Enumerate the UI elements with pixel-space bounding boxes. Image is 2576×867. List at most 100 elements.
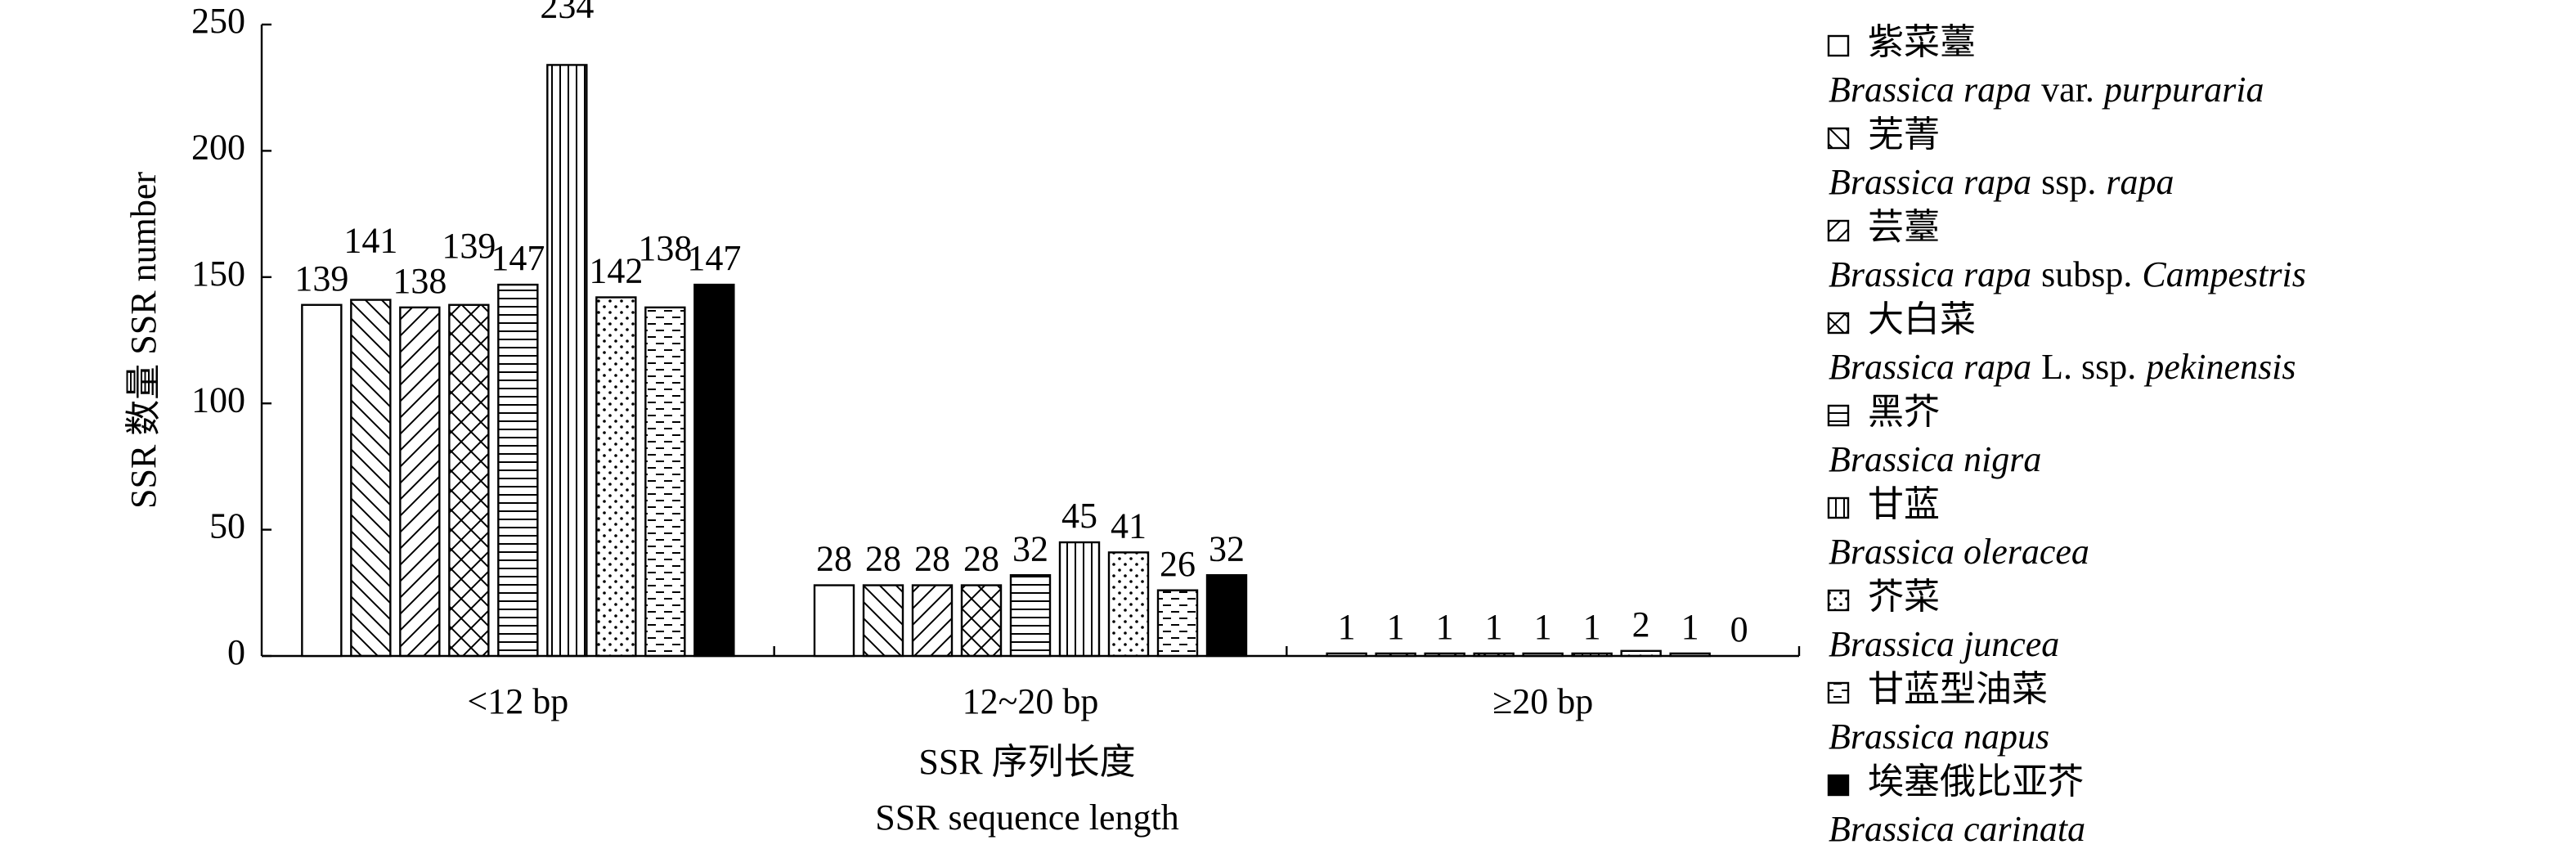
legend-latin-part: Brassica napus bbox=[1829, 717, 2049, 757]
bar bbox=[693, 283, 735, 658]
legend-swatch bbox=[1827, 496, 1850, 519]
legend-latin-part: rapa bbox=[2106, 162, 2174, 202]
data-label: 32 bbox=[1012, 528, 1048, 568]
legend-latin-part: Brassica carinata bbox=[1829, 809, 2085, 849]
bar bbox=[813, 584, 855, 658]
legend-label: 甘蓝 bbox=[1868, 484, 1940, 524]
legend-latin-part: pekinensis bbox=[2143, 347, 2296, 387]
bar bbox=[497, 283, 539, 658]
legend-label: 大白菜 bbox=[1868, 299, 1976, 339]
data-label: 234 bbox=[540, 0, 594, 26]
bar bbox=[1058, 541, 1101, 658]
data-label: 138 bbox=[638, 228, 692, 268]
legend-swatch bbox=[1827, 312, 1850, 335]
x-tick-label: ≥20 bp bbox=[1492, 681, 1593, 721]
bar bbox=[350, 299, 392, 658]
legend-latin: Brassica rapa L. ssp. pekinensis bbox=[1829, 347, 2296, 387]
legend-latin-part: purpuraria bbox=[2102, 70, 2264, 110]
bar bbox=[1620, 649, 1662, 658]
bar bbox=[1326, 652, 1367, 658]
legend-latin-part: ssp. bbox=[2041, 162, 2096, 202]
legend-swatch bbox=[1827, 404, 1850, 427]
bar bbox=[1571, 652, 1613, 658]
y-tick-label: 100 bbox=[191, 380, 245, 420]
legend-latin-part: subsp. bbox=[2041, 254, 2132, 294]
data-label: 28 bbox=[865, 539, 901, 579]
bar bbox=[1009, 573, 1052, 658]
data-label: 28 bbox=[963, 539, 999, 579]
data-label: 0 bbox=[1730, 609, 1748, 649]
legend-latin: Brassica carinata bbox=[1829, 809, 2085, 849]
legend-swatch bbox=[1827, 219, 1850, 242]
legend-swatch bbox=[1827, 589, 1850, 612]
bar bbox=[1473, 652, 1515, 658]
legend-label: 黑芥 bbox=[1868, 392, 1940, 432]
y-axis-title: SSR 数量 SSR number bbox=[123, 172, 164, 509]
bar bbox=[960, 584, 1003, 658]
bar bbox=[862, 584, 904, 658]
y-tick-label: 150 bbox=[191, 254, 245, 294]
legend-label: 芥菜 bbox=[1868, 577, 1940, 617]
y-tick-label: 250 bbox=[191, 1, 245, 41]
legend-swatch bbox=[1827, 774, 1850, 797]
legend-latin-part: Brassica nigra bbox=[1829, 439, 2041, 479]
data-label: 1 bbox=[1534, 607, 1552, 647]
bar bbox=[1375, 652, 1416, 658]
bar bbox=[911, 584, 954, 658]
data-label: 26 bbox=[1160, 544, 1196, 584]
bar bbox=[1107, 551, 1150, 658]
legend-latin: Brassica juncea bbox=[1829, 624, 2059, 664]
data-label: 142 bbox=[589, 251, 643, 291]
legend-latin-part: L. ssp. bbox=[2041, 347, 2136, 387]
legend-label: 埃塞俄比亚芥 bbox=[1868, 761, 2084, 802]
legend-label: 甘蓝型油菜 bbox=[1868, 669, 2048, 709]
data-label: 138 bbox=[393, 261, 447, 301]
legend-latin-part: Campestris bbox=[2142, 254, 2305, 294]
bar bbox=[644, 306, 686, 658]
legend-label: 紫菜薹 bbox=[1868, 22, 1976, 62]
data-label: 45 bbox=[1061, 496, 1097, 536]
y-tick-label: 0 bbox=[227, 632, 245, 672]
legend-latin-part: Brassica oleracea bbox=[1829, 532, 2089, 572]
legend-latin-part: Brassica juncea bbox=[1829, 624, 2059, 664]
legend-latin: Brassica nigra bbox=[1829, 439, 2041, 479]
data-label: 41 bbox=[1111, 505, 1147, 546]
bar bbox=[301, 303, 343, 658]
data-label: 32 bbox=[1209, 528, 1245, 568]
data-label: 139 bbox=[294, 258, 348, 299]
data-label: 28 bbox=[914, 539, 950, 579]
legend-latin-part: var. bbox=[2041, 70, 2094, 110]
legend-latin-part: Brassica rapa bbox=[1829, 254, 2031, 294]
bar bbox=[1424, 652, 1465, 658]
data-label: 1 bbox=[1485, 607, 1503, 647]
bar bbox=[399, 306, 441, 658]
data-label: 147 bbox=[491, 238, 545, 278]
y-tick-label: 200 bbox=[191, 127, 245, 167]
bar bbox=[448, 303, 490, 658]
legend-latin-part: Brassica rapa bbox=[1829, 347, 2031, 387]
y-tick-label: 50 bbox=[209, 506, 245, 546]
bar bbox=[1669, 652, 1711, 658]
legend-label: 芸薹 bbox=[1868, 207, 1940, 247]
data-label: 1 bbox=[1338, 607, 1356, 647]
data-label: 139 bbox=[442, 226, 496, 266]
x-tick-label: 12~20 bp bbox=[963, 681, 1099, 721]
legend-latin: Brassica rapa ssp. rapa bbox=[1829, 162, 2174, 202]
data-label: 2 bbox=[1632, 604, 1650, 645]
bar bbox=[1522, 652, 1564, 658]
legend-swatch bbox=[1827, 127, 1850, 150]
legend-latin: Brassica oleracea bbox=[1829, 532, 2089, 572]
x-axis-title: SSR sequence length bbox=[875, 797, 1179, 838]
legend-latin: Brassica napus bbox=[1829, 717, 2049, 757]
data-label: 28 bbox=[816, 539, 852, 579]
legend-latin: Brassica rapa subsp. Campestris bbox=[1829, 254, 2306, 294]
data-label: 1 bbox=[1681, 607, 1699, 647]
data-label: 1 bbox=[1436, 607, 1454, 647]
data-label: 147 bbox=[687, 238, 741, 278]
x-tick-label: <12 bp bbox=[467, 681, 568, 721]
legend-latin-part: Brassica rapa bbox=[1829, 70, 2031, 110]
bar bbox=[595, 296, 637, 658]
bar bbox=[1156, 589, 1199, 658]
data-label: 1 bbox=[1387, 607, 1405, 647]
